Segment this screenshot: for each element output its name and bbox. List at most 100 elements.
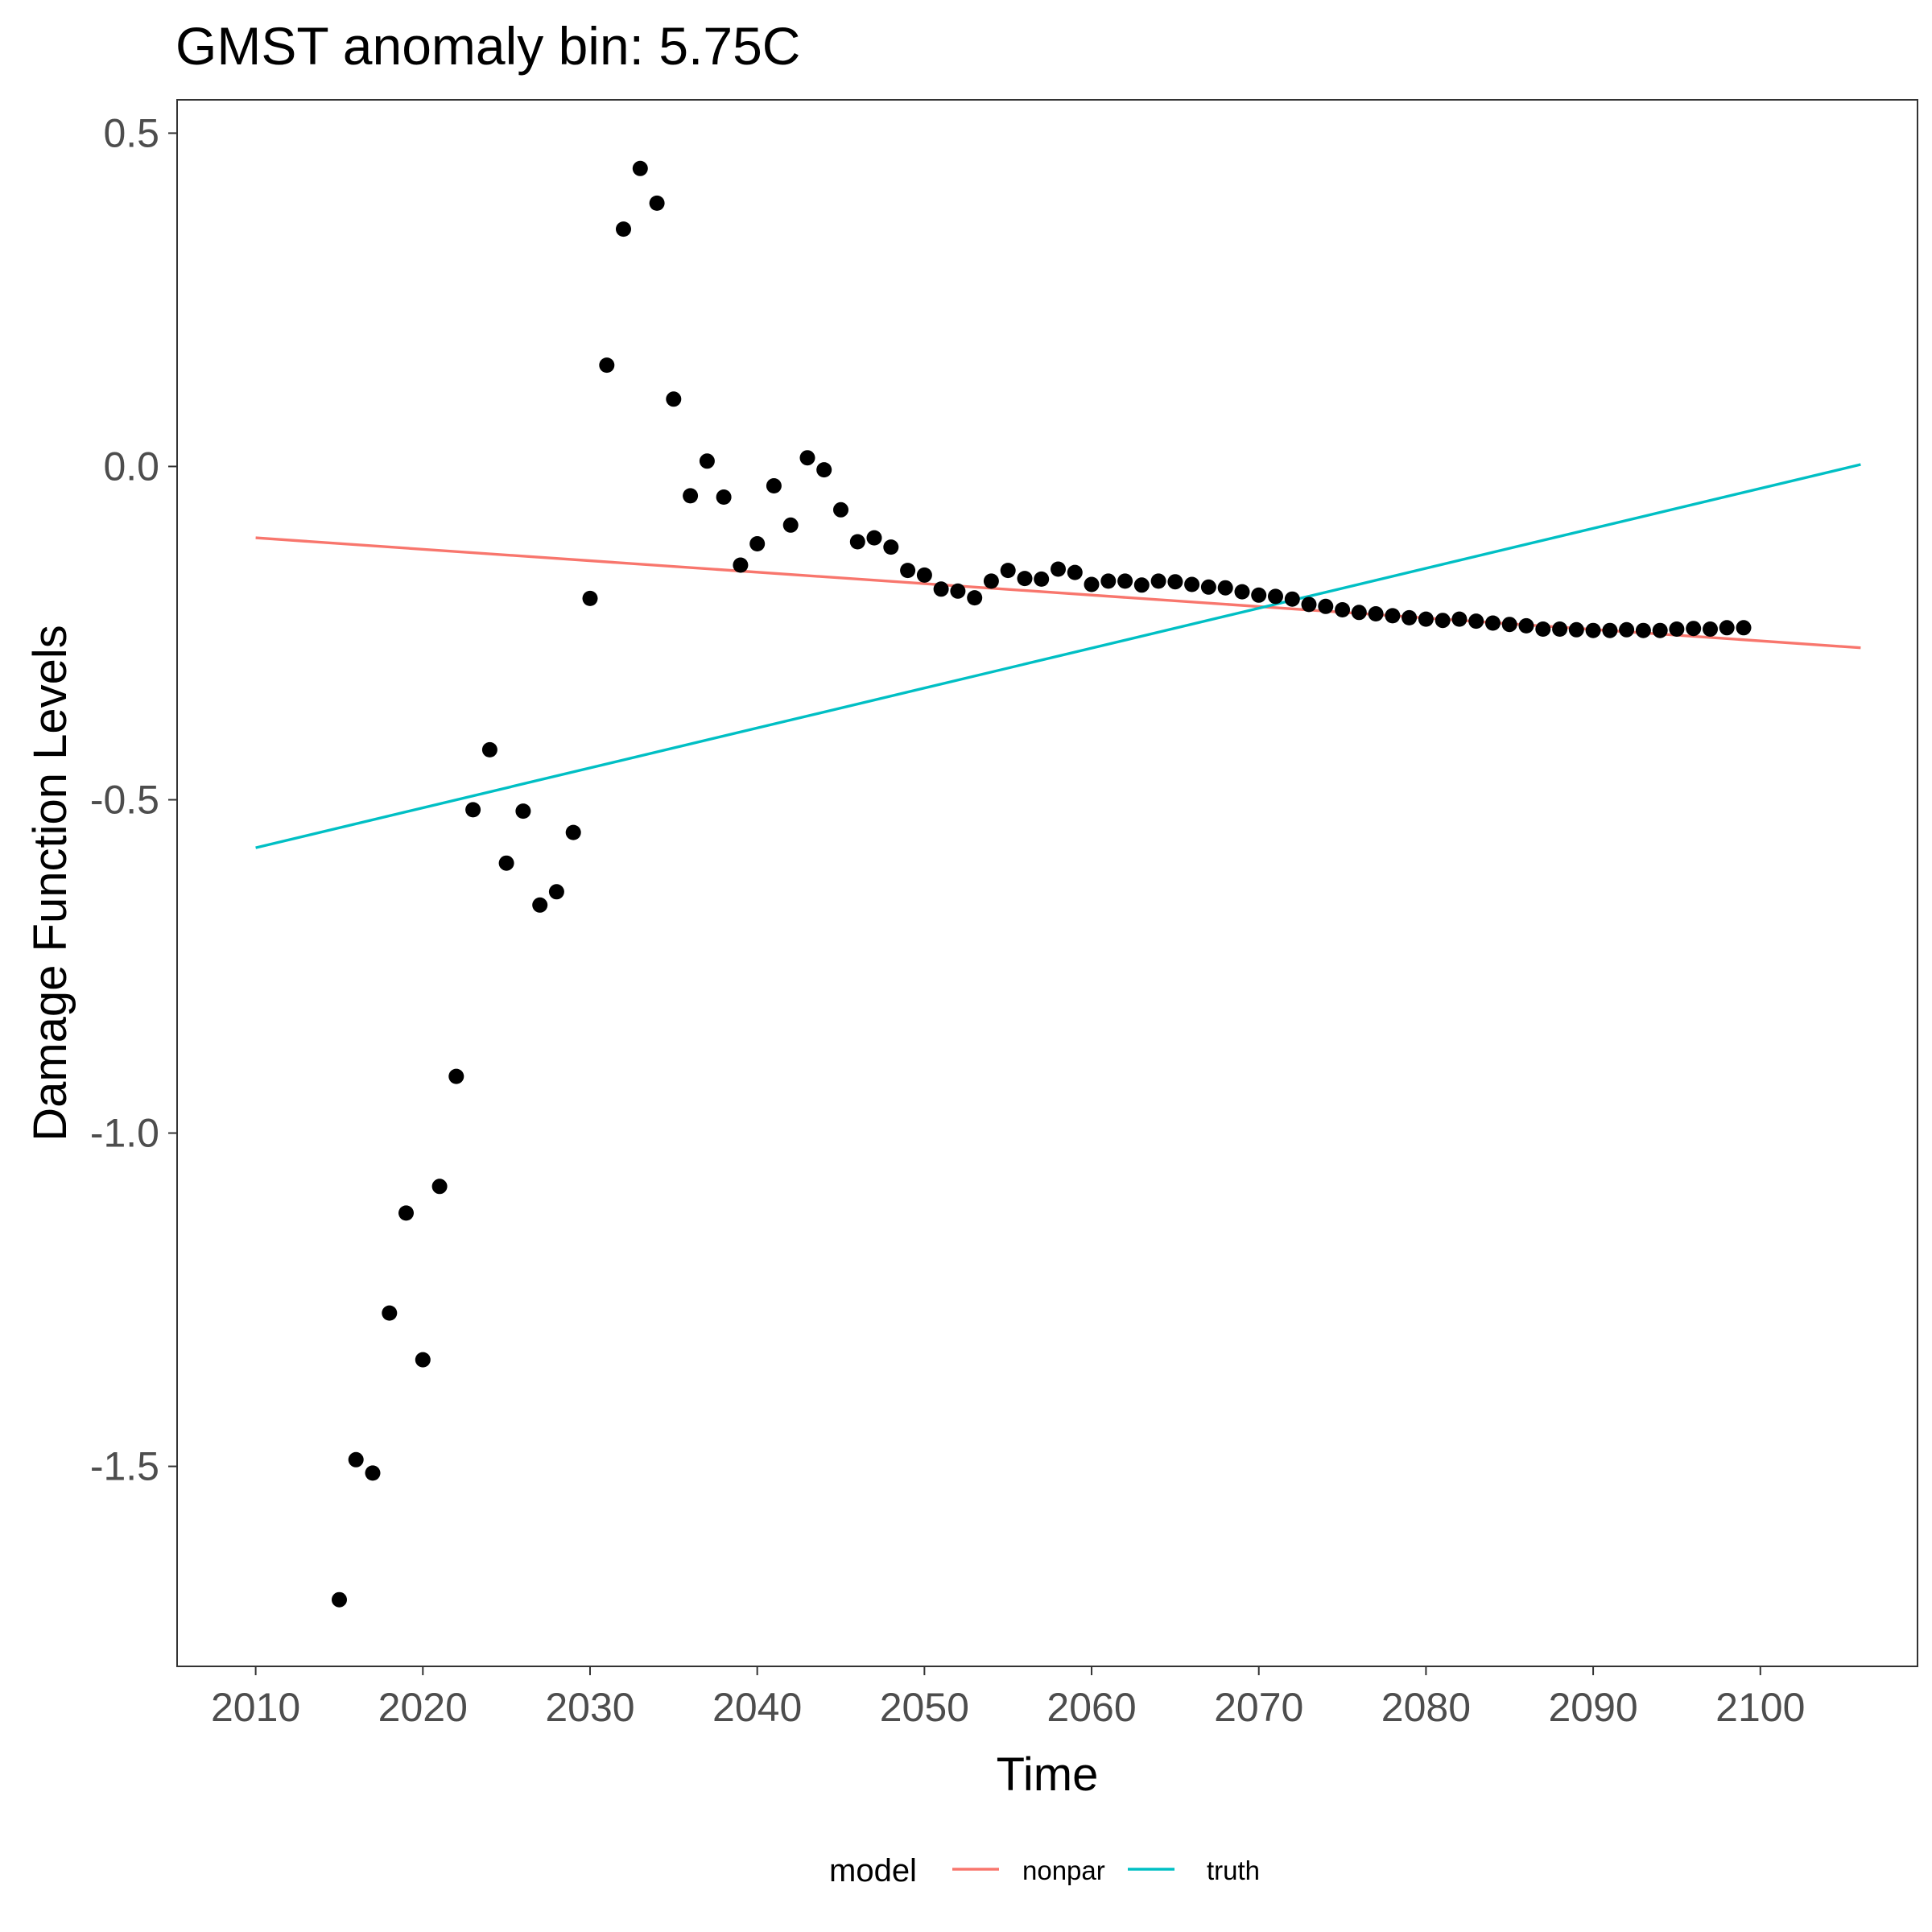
data-point: [1485, 615, 1501, 631]
x-tick-label: 2070: [1214, 1685, 1303, 1730]
data-point: [1234, 584, 1250, 600]
data-point: [332, 1591, 347, 1608]
data-point: [1686, 621, 1702, 637]
data-point: [733, 557, 749, 573]
data-point: [582, 590, 598, 606]
data-point: [348, 1451, 364, 1468]
data-point: [1167, 574, 1183, 590]
data-point: [1251, 587, 1267, 603]
x-tick-label: 2020: [378, 1685, 468, 1730]
data-point: [716, 489, 732, 505]
x-tick-label: 2060: [1046, 1685, 1136, 1730]
data-point: [1501, 617, 1517, 633]
x-tick-label: 2050: [880, 1685, 969, 1730]
data-point: [1736, 620, 1752, 636]
x-tick-label: 2080: [1381, 1685, 1471, 1730]
y-tick-label: -1.5: [90, 1444, 159, 1489]
data-point: [532, 897, 548, 913]
data-point: [666, 391, 682, 407]
data-point: [649, 195, 665, 211]
x-tick-label: 2090: [1548, 1685, 1637, 1730]
data-point: [1669, 621, 1685, 637]
series-line-truth: [255, 463, 1861, 849]
x-tick-label: 2030: [545, 1685, 634, 1730]
data-point: [1535, 621, 1551, 637]
data-point: [1100, 573, 1117, 589]
x-tick-label: 2010: [211, 1685, 300, 1730]
data-point: [398, 1205, 414, 1221]
chart-title: GMST anomaly bin: 5.75C: [175, 16, 800, 76]
data-point: [365, 1465, 381, 1481]
data-point: [799, 450, 815, 466]
data-point: [1568, 621, 1584, 638]
data-point: [565, 824, 581, 840]
data-point: [816, 462, 832, 478]
data-point: [1217, 580, 1233, 596]
data-point: [983, 573, 999, 589]
y-tick-label: 0.0: [103, 444, 159, 489]
data-point: [1619, 621, 1635, 638]
data-point: [950, 583, 966, 599]
x-tick-label: 2040: [712, 1685, 802, 1730]
data-point: [883, 539, 899, 555]
data-point: [1418, 611, 1434, 627]
data-point: [1719, 620, 1735, 636]
data-point: [448, 1068, 464, 1084]
data-point: [866, 530, 882, 546]
data-point: [515, 803, 531, 819]
data-point: [1468, 613, 1484, 630]
data-point: [1301, 597, 1317, 613]
y-tick-label: 0.5: [103, 110, 159, 155]
y-axis-label: Damage Function Levels: [24, 625, 76, 1141]
data-point: [916, 567, 932, 583]
data-point: [1635, 622, 1651, 638]
data-point: [1184, 576, 1200, 592]
x-axis-label: Time: [997, 1748, 1099, 1801]
data-point: [782, 517, 799, 533]
data-point: [1602, 622, 1618, 638]
data-point: [933, 581, 949, 597]
data-point: [481, 741, 497, 758]
data-point: [1268, 588, 1283, 605]
data-point: [498, 855, 514, 871]
data-point: [1335, 602, 1351, 617]
data-point: [1133, 577, 1150, 593]
legend-label-truth: truth: [1207, 1856, 1260, 1885]
data-point: [749, 536, 766, 551]
x-axis: 2010 2020 2030 2040 2050 2060 2070 2080 2090 2100: [211, 1666, 1805, 1730]
data-point: [1552, 621, 1568, 637]
data-point: [1117, 573, 1133, 589]
data-point: [1067, 564, 1083, 580]
data-point: [548, 884, 564, 900]
data-point: [465, 802, 481, 818]
data-point: [967, 590, 983, 606]
data-point: [632, 160, 648, 176]
data-point: [1017, 571, 1033, 587]
data-point: [1703, 621, 1718, 637]
data-point: [1150, 573, 1166, 589]
y-tick-label: -0.5: [90, 777, 159, 822]
data-point: [616, 221, 631, 237]
data-point: [1518, 617, 1534, 634]
data-point: [415, 1352, 431, 1368]
data-point: [1435, 613, 1451, 629]
data-point: [1385, 608, 1401, 624]
data-point: [849, 534, 865, 550]
data-point: [1368, 606, 1384, 621]
data-point: [766, 478, 782, 493]
data-point: [431, 1179, 448, 1195]
data-point: [599, 357, 615, 374]
data-point: [1200, 579, 1216, 595]
legend-label-nonpar: nonpar: [1022, 1856, 1105, 1885]
x-tick-label: 2100: [1715, 1685, 1805, 1730]
data-point: [699, 453, 715, 469]
data-point: [900, 563, 916, 579]
data-point: [1084, 576, 1100, 592]
data-point: [1284, 591, 1300, 607]
y-tick-label: -1.0: [90, 1111, 159, 1156]
data-point: [1451, 611, 1468, 627]
legend: model nonpar truth: [829, 1853, 1260, 1889]
data-point: [1585, 622, 1601, 638]
data-point: [1652, 622, 1668, 638]
